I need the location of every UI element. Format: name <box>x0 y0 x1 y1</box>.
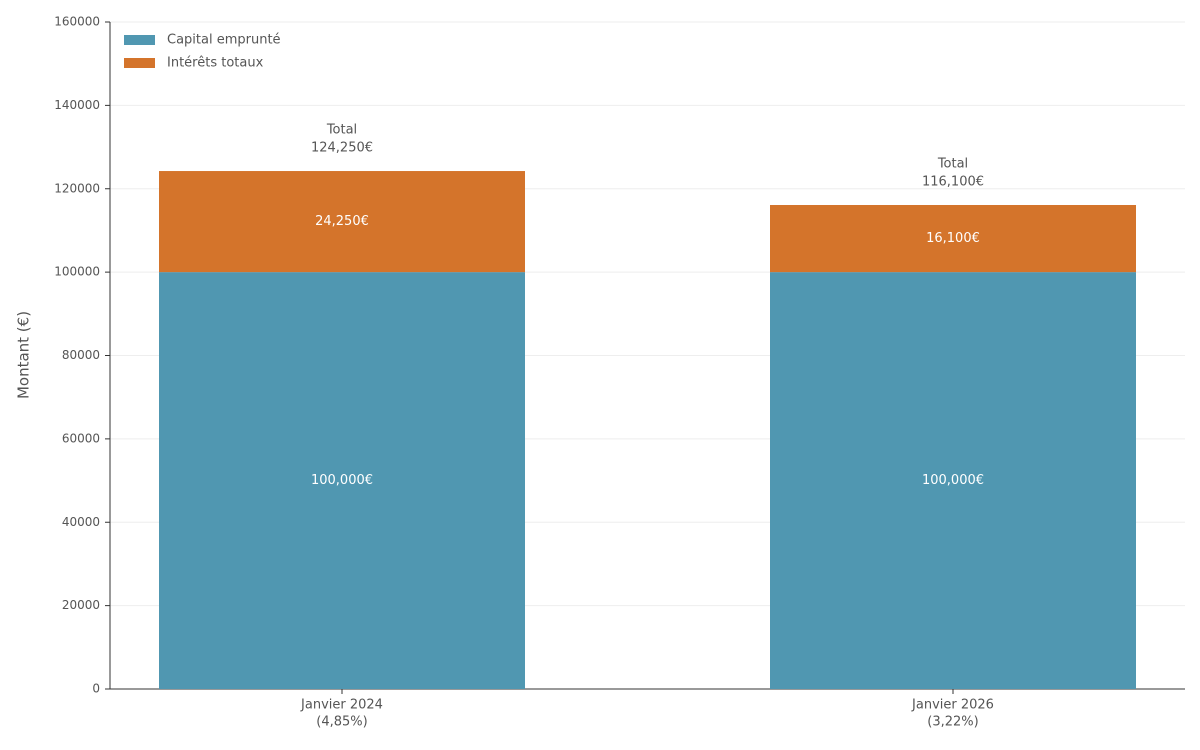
bar-segment <box>770 205 1136 273</box>
y-tick-label: 40000 <box>62 515 100 529</box>
total-label: 124,250€ <box>311 141 373 156</box>
y-tick-label: 120000 <box>54 181 100 195</box>
bar-segment <box>159 272 525 689</box>
y-tick-label: 60000 <box>62 431 100 445</box>
x-tick-label: Janvier 2024 <box>300 698 383 713</box>
legend-label: Capital emprunté <box>167 33 281 48</box>
y-tick-label: 100000 <box>54 265 100 279</box>
value-label: 100,000€ <box>922 473 984 488</box>
bar-segment <box>159 171 525 273</box>
x-tick-note: (4,85%) <box>316 715 367 730</box>
x-tick-label: Janvier 2026 <box>911 698 994 713</box>
legend-swatch <box>124 35 155 45</box>
value-label: 16,100€ <box>926 231 980 246</box>
total-title: Total <box>326 123 357 138</box>
legend-swatch <box>124 58 155 68</box>
y-tick-label: 20000 <box>62 598 100 612</box>
y-axis-label: Montant (€) <box>15 311 33 399</box>
x-tick-note: (3,22%) <box>927 715 978 730</box>
bar-segment <box>770 272 1136 689</box>
value-label: 100,000€ <box>311 473 373 488</box>
value-label: 24,250€ <box>315 214 369 229</box>
legend-label: Intérêts totaux <box>167 56 264 71</box>
y-tick-label: 140000 <box>54 98 100 112</box>
y-tick-label: 0 <box>92 682 100 696</box>
y-tick-label: 160000 <box>54 15 100 29</box>
total-title: Total <box>937 157 968 172</box>
total-label: 116,100€ <box>922 175 984 190</box>
y-tick-label: 80000 <box>62 348 100 362</box>
